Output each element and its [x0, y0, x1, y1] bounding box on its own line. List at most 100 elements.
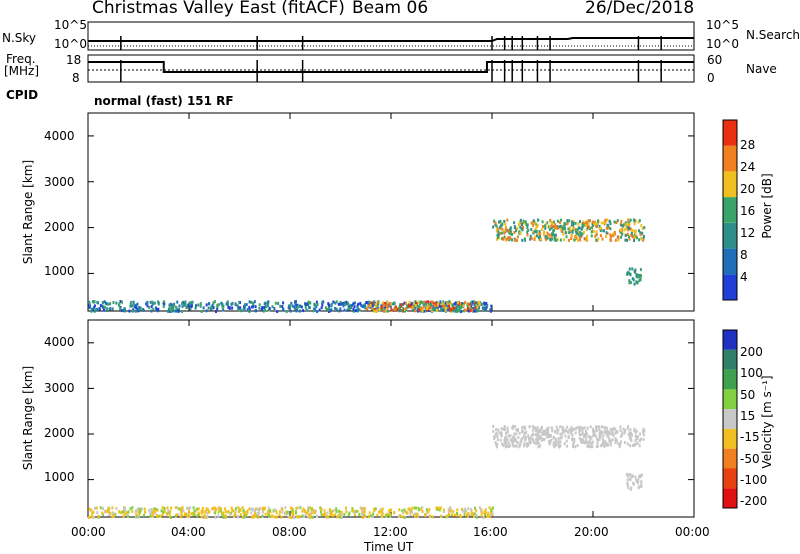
- scatter-cell: [144, 510, 146, 514]
- scatter-cell: [474, 301, 477, 305]
- beam-label: Beam 06: [352, 0, 429, 18]
- scatter-cell: [258, 306, 261, 310]
- scatter-cell: [504, 238, 507, 242]
- scatter-cell: [379, 508, 382, 512]
- scatter-cell: [363, 507, 366, 511]
- scatter-cell: [162, 510, 164, 514]
- scatter-cell: [335, 307, 338, 311]
- scatter-cell: [482, 516, 485, 519]
- scatter-cell: [580, 227, 583, 231]
- scatter-cell: [440, 307, 442, 311]
- scatter-cell: [517, 436, 520, 439]
- velocity-colorbar-swatch: [723, 349, 737, 370]
- scatter-cell: [416, 514, 419, 518]
- scatter-cell: [455, 305, 458, 309]
- scatter-cell: [624, 429, 626, 432]
- scatter-cell: [624, 238, 627, 242]
- scatter-cell: [235, 507, 237, 511]
- scatter-cell: [208, 302, 211, 306]
- scatter-cell: [356, 305, 359, 309]
- scatter-cell: [562, 225, 565, 229]
- scatter-cell: [551, 224, 554, 228]
- scatter-cell: [97, 514, 100, 518]
- scatter-cell: [631, 444, 634, 448]
- scatter-cell: [217, 510, 220, 514]
- scatter-cell: [449, 506, 452, 510]
- scatter-cell: [88, 507, 91, 511]
- scatter-cell: [500, 231, 503, 235]
- scatter-cell: [300, 305, 303, 309]
- power-colorbar-swatch: [723, 274, 737, 300]
- scatter-cell: [425, 302, 428, 306]
- scatter-cell: [627, 486, 630, 490]
- scatter-cell: [590, 436, 593, 440]
- scatter-cell: [639, 233, 642, 237]
- scatter-cell: [599, 433, 602, 437]
- scatter-cell: [620, 235, 623, 239]
- scatter-cell: [526, 444, 529, 448]
- scatter-cell: [131, 506, 134, 510]
- scatter-cell: [412, 301, 415, 305]
- scatter-cell: [584, 224, 587, 228]
- scatter-cell: [546, 221, 549, 225]
- scatter-cell: [414, 304, 417, 307]
- scatter-cell: [202, 306, 205, 310]
- scatter-cell: [248, 507, 251, 511]
- scatter-cell: [528, 437, 530, 441]
- scatter-cell: [298, 309, 301, 313]
- scatter-cell: [529, 441, 532, 445]
- scatter-cell: [480, 303, 482, 307]
- scatter-cell: [258, 509, 261, 513]
- scatter-cell: [642, 236, 645, 240]
- scatter-cell: [506, 438, 509, 442]
- scatter-cell: [93, 300, 96, 304]
- scatter-cell: [481, 302, 484, 306]
- scatter-cell: [190, 301, 193, 305]
- scatter-cell: [473, 514, 476, 518]
- scatter-cell: [515, 239, 518, 242]
- scatter-cell: [521, 238, 524, 242]
- scatter-cell: [628, 477, 631, 481]
- scatter-cell: [550, 426, 553, 430]
- scatter-cell: [337, 514, 340, 518]
- scatter-cell: [456, 513, 459, 517]
- scatter-cell: [138, 512, 141, 516]
- scatter-cell: [346, 308, 349, 312]
- scatter-cell: [576, 231, 579, 235]
- scatter-cell: [163, 507, 166, 511]
- scatter-cell: [614, 441, 617, 445]
- scatter-cell: [174, 305, 177, 309]
- scatter-cell: [628, 473, 631, 476]
- scatter-cell: [88, 515, 91, 519]
- scatter-cell: [295, 300, 297, 304]
- scatter-cell: [525, 436, 528, 440]
- scatter-cell: [374, 308, 377, 311]
- scatter-cell: [556, 431, 559, 435]
- scatter-cell: [556, 225, 558, 228]
- scatter-cell: [154, 306, 157, 310]
- scatter-cell: [634, 439, 637, 442]
- scatter-cell: [569, 228, 572, 232]
- scatter-cell: [237, 306, 240, 310]
- scatter-cell: [296, 305, 299, 309]
- scatter-cell: [232, 509, 235, 513]
- scatter-cell: [255, 507, 258, 511]
- scatter-cell: [582, 223, 585, 227]
- scatter-cell: [564, 231, 567, 235]
- scatter-cell: [406, 305, 409, 309]
- power-cbar-tick: 4: [740, 270, 748, 284]
- scatter-cell: [347, 302, 349, 306]
- scatter-cell: [523, 221, 526, 225]
- scatter-cell: [541, 432, 544, 435]
- scatter-cell: [118, 510, 121, 514]
- scatter-cell: [559, 227, 562, 231]
- scatter-cell: [282, 308, 284, 312]
- scatter-cell: [628, 431, 631, 435]
- scatter-cell: [527, 228, 530, 232]
- scatter-cell: [630, 233, 633, 237]
- scatter-cell: [545, 222, 548, 226]
- scatter-cell: [414, 309, 417, 313]
- scatter-cell: [315, 300, 318, 304]
- power-colorbar-swatch: [723, 248, 737, 275]
- scatter-cell: [536, 426, 539, 430]
